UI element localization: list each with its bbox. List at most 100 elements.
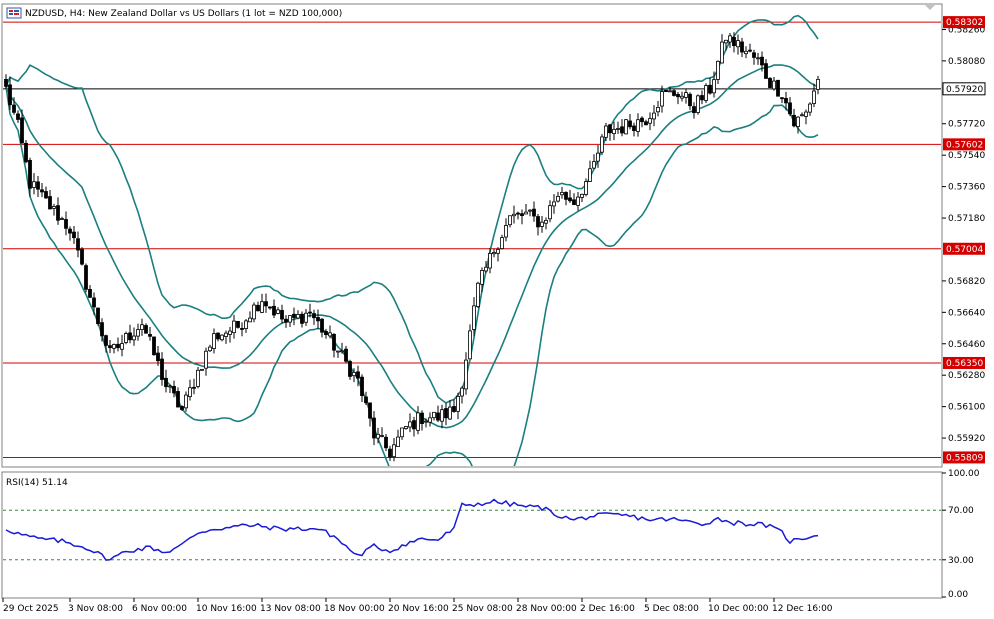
level-tag-1[interactable]: 0.57602: [943, 138, 985, 151]
candle: [24, 140, 28, 164]
candle: [132, 327, 136, 346]
rsi-label: RSI(14) 51.14: [6, 478, 68, 488]
candle: [48, 190, 52, 210]
rsi-panel-frame[interactable]: [1, 471, 943, 599]
candle: [728, 33, 732, 48]
candle: [224, 330, 228, 344]
level-tag-label: 0.57602: [946, 140, 983, 150]
candle: [752, 49, 756, 65]
level-tag-2[interactable]: 0.57004: [943, 242, 985, 255]
time-tick-label: 3 Nov 08:00: [68, 604, 123, 614]
candle: [68, 226, 72, 241]
candle: [312, 309, 316, 325]
candle: [264, 293, 268, 313]
candle: [96, 307, 100, 326]
candle: [52, 203, 56, 216]
candle: [16, 110, 20, 123]
price-level-tags: 0.58302 0.57602 0.57004 0.56350 0.55809 0.579…: [942, 16, 986, 464]
candle: [568, 189, 572, 203]
candle: [252, 302, 256, 323]
candle: [280, 304, 284, 324]
chart-menu-icon[interactable]: [6, 7, 22, 19]
time-tick-label: 10 Nov 16:00: [196, 604, 257, 614]
candle: [276, 307, 280, 315]
candle: [688, 92, 692, 110]
candle: [192, 378, 196, 395]
candle: [444, 402, 448, 426]
candle: [612, 121, 616, 141]
time-tick-label: 13 Nov 08:00: [260, 604, 321, 614]
candle: [144, 323, 148, 334]
candle: [756, 52, 760, 65]
price-tick-label: 0.56460: [948, 340, 985, 350]
candle: [60, 216, 64, 220]
candle: [464, 352, 468, 395]
candle: [204, 347, 208, 376]
candle: [716, 60, 720, 84]
candle: [460, 386, 464, 404]
candle: [792, 108, 796, 128]
time-tick-label: 12 Dec 16:00: [772, 604, 833, 614]
candle: [356, 365, 360, 387]
candle: [656, 101, 660, 117]
candle: [348, 359, 352, 380]
candle: [660, 85, 664, 113]
candle: [92, 292, 96, 315]
bollinger-bands: [5, 14, 819, 466]
candle: [172, 380, 176, 398]
candle: [516, 211, 520, 220]
bollinger-lower-line: [5, 86, 819, 466]
current-price-tag: 0.57920: [942, 82, 986, 96]
candle: [232, 314, 236, 339]
rsi-series-line: [5, 498, 819, 561]
candle: [804, 109, 808, 125]
candle: [40, 183, 44, 198]
candle: [476, 281, 480, 308]
candle: [484, 261, 488, 273]
level-tag-3[interactable]: 0.56350: [943, 356, 985, 369]
candle: [816, 75, 820, 95]
level-tag-label: 0.58302: [946, 18, 983, 28]
candle: [736, 34, 740, 55]
candle: [340, 342, 344, 354]
candle: [268, 306, 272, 310]
candle: [108, 340, 112, 354]
candle: [332, 333, 336, 358]
candle: [196, 366, 200, 389]
price-tick-label: 0.57180: [948, 214, 985, 224]
candle: [504, 218, 508, 242]
candle: [796, 116, 800, 134]
candle: [112, 343, 116, 354]
price-panel-frame[interactable]: [1, 3, 943, 468]
candle: [392, 437, 396, 462]
candle: [300, 311, 304, 328]
chart-shift-icon[interactable]: [925, 5, 935, 10]
rsi-levels: [3, 509, 941, 561]
chart-title: NZDUSD, H4: New Zealand Dollar vs US Dol…: [25, 9, 342, 19]
candle: [352, 368, 356, 383]
candle: [788, 96, 792, 117]
rsi-axis[interactable]: 100.00 70.00 30.00 0.00: [942, 469, 980, 600]
candle: [336, 350, 340, 358]
candle: [416, 406, 420, 435]
horizontal-levels: [3, 21, 941, 458]
price-axis[interactable]: 0.58260 0.58080 0.57720 0.57540 0.57360 0.571…: [942, 25, 985, 444]
candle: [540, 216, 544, 233]
candle: [316, 309, 320, 330]
candle: [608, 123, 612, 141]
candle: [668, 86, 672, 93]
candle: [364, 391, 368, 405]
level-tag-0[interactable]: 0.58302: [943, 16, 985, 29]
level-tag-4[interactable]: 0.55809: [943, 451, 985, 464]
candle: [64, 211, 68, 236]
candle: [36, 176, 40, 197]
level-tag-label: 0.57004: [946, 245, 983, 255]
time-axis[interactable]: 29 Oct 2025 3 Nov 08:00 6 Nov 00:00 10 Nov …: [2, 598, 833, 614]
price-tick-label: 0.56820: [948, 277, 985, 287]
candle: [532, 201, 536, 222]
candle: [708, 77, 712, 95]
candle: [496, 247, 500, 262]
candle: [652, 105, 656, 127]
candle: [764, 59, 768, 79]
